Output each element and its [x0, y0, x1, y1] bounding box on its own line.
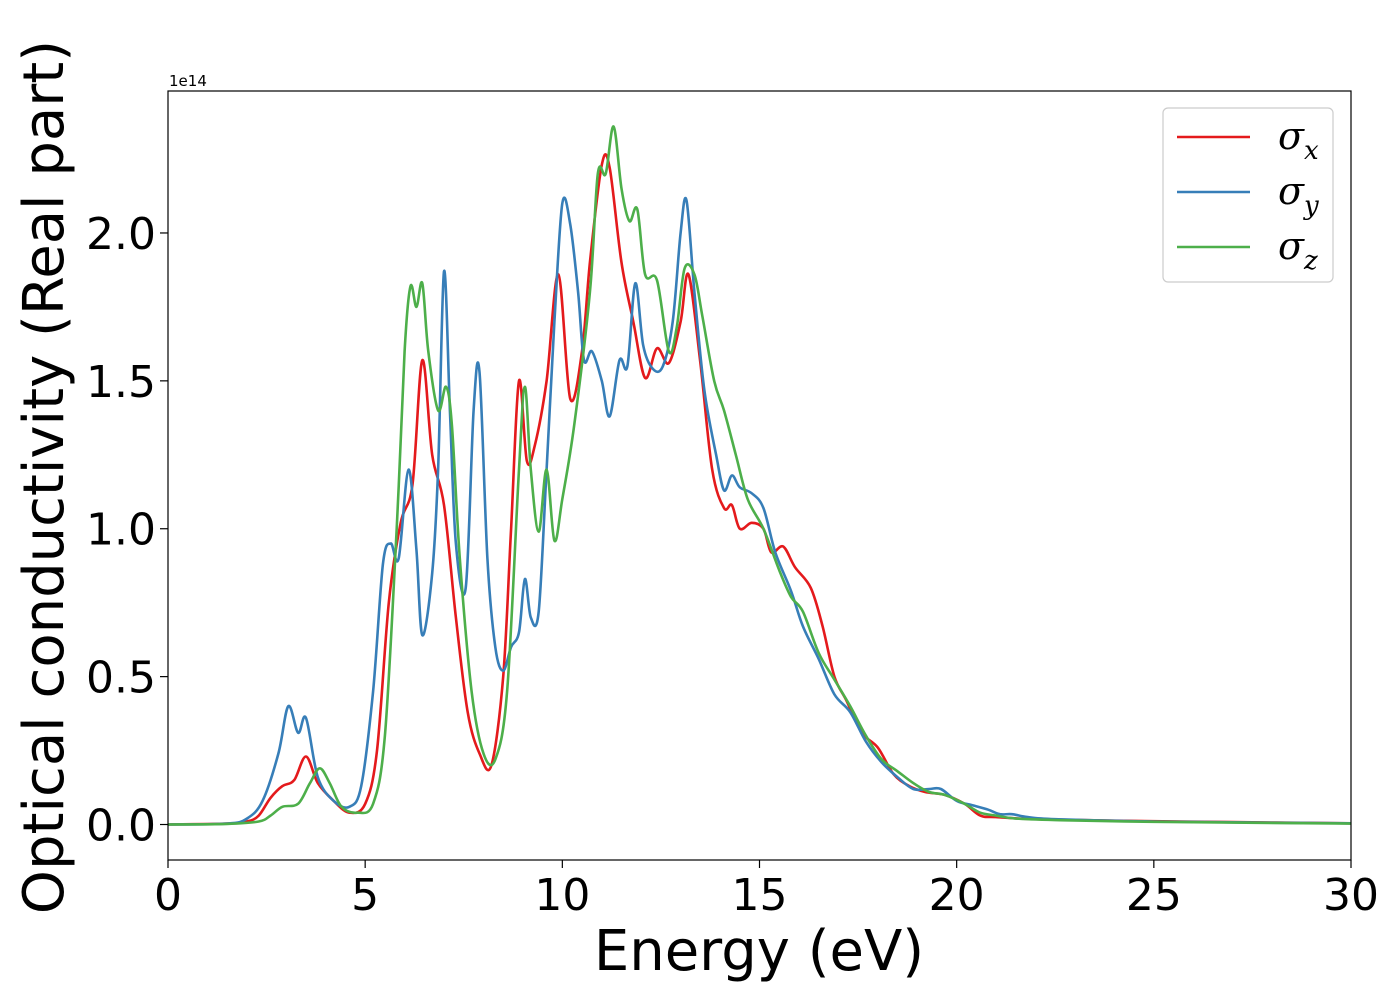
x-tick-label: 10: [534, 870, 590, 921]
series-layer: [168, 125, 1351, 826]
x-tick-label: 5: [351, 870, 379, 921]
plot-area: [167, 90, 1352, 861]
y-tick-label: 0.0: [86, 801, 156, 852]
x-axis: 0 5 10 15 20 25 30: [154, 860, 1379, 921]
x-tick-label: 25: [1126, 870, 1182, 921]
y-tick-label: 0.5: [86, 653, 156, 704]
y-tick-label: 1.5: [86, 357, 156, 408]
series-line-z: [168, 125, 1351, 826]
legend-label-x: σx: [1278, 114, 1319, 166]
x-axis-title: Energy (eV): [594, 919, 924, 984]
x-tick-label: 0: [154, 870, 182, 921]
x-tick-label: 15: [732, 870, 788, 921]
y-tick-label: 1.0: [86, 505, 156, 556]
y-axis-title: Optical conductivity (Real part): [12, 40, 77, 914]
y-tick-label: 2.0: [86, 209, 156, 260]
y-offset-label: 1e14: [169, 72, 207, 90]
legend-box: [1162, 107, 1334, 283]
y-axis: 0.0 0.5 1.0 1.5 2.0: [86, 209, 168, 852]
x-tick-label: 20: [929, 870, 985, 921]
series-line-y: [168, 196, 1351, 826]
x-tick-label: 30: [1323, 870, 1379, 921]
